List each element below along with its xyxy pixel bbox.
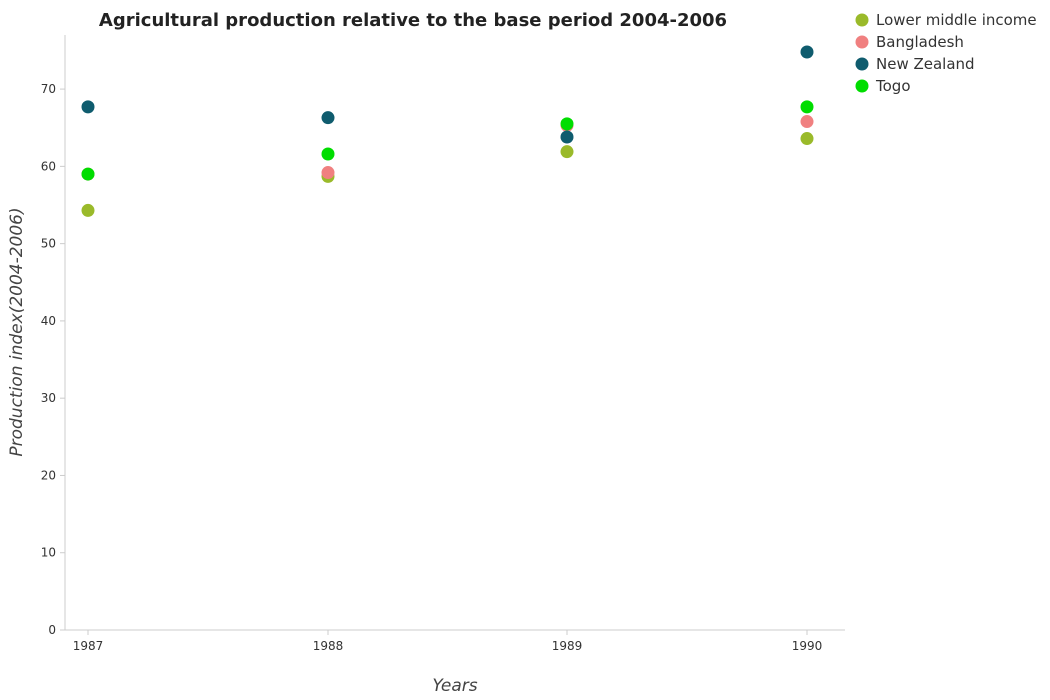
y-tick-label: 50 [41, 237, 56, 251]
x-tick-label: 1990 [792, 639, 823, 653]
legend-marker-bangladesh [855, 35, 869, 49]
y-tick-label: 20 [41, 468, 56, 482]
legend-label-togo: Togo [875, 77, 911, 95]
point-togo-1988 [321, 147, 335, 161]
legend-label-new-zealand: New Zealand [876, 55, 975, 73]
legend: Lower middle income Bangladesh New Zealand… [855, 11, 1037, 95]
x-axis-label: Years [432, 676, 477, 696]
legend-marker-new-zealand [855, 57, 869, 71]
data-points [81, 45, 814, 217]
point-lower-middle-income-1990 [800, 132, 814, 146]
y-tick-label: 10 [41, 546, 56, 560]
point-togo-1990 [800, 100, 814, 114]
point-lower-middle-income-1987 [81, 203, 95, 217]
y-tick-label: 40 [41, 314, 56, 328]
x-tick-label: 1988 [313, 639, 344, 653]
point-togo-1989 [560, 117, 574, 131]
point-togo-1987 [81, 167, 95, 181]
point-bangladesh-1990 [800, 115, 814, 129]
point-new-zealand-1989 [560, 130, 574, 144]
y-tick-label: 60 [41, 159, 56, 173]
x-tick-label: 1989 [552, 639, 583, 653]
chart-title: Agricultural production relative to the … [99, 10, 727, 31]
legend-label-bangladesh: Bangladesh [876, 33, 964, 51]
legend-marker-togo [855, 79, 869, 93]
y-ticks: 0 10 20 30 40 50 60 70 [41, 82, 65, 637]
point-new-zealand-1987 [81, 100, 95, 114]
point-lower-middle-income-1989 [560, 145, 574, 159]
y-tick-label: 70 [41, 82, 56, 96]
y-tick-label: 0 [48, 623, 56, 637]
legend-label-lower-middle-income: Lower middle income [876, 11, 1037, 29]
y-tick-label: 30 [41, 391, 56, 405]
x-ticks: 1987 1988 1989 1990 [73, 630, 823, 653]
y-axis-label: Production index(2004-2006) [7, 207, 27, 456]
point-bangladesh-1988 [321, 166, 335, 180]
x-tick-label: 1987 [73, 639, 104, 653]
point-new-zealand-1988 [321, 111, 335, 125]
plot-area: 0 10 20 30 40 50 60 70 1987 1988 1989 1990 [41, 35, 845, 653]
point-new-zealand-1990 [800, 45, 814, 59]
legend-marker-lower-middle-income [855, 13, 869, 27]
